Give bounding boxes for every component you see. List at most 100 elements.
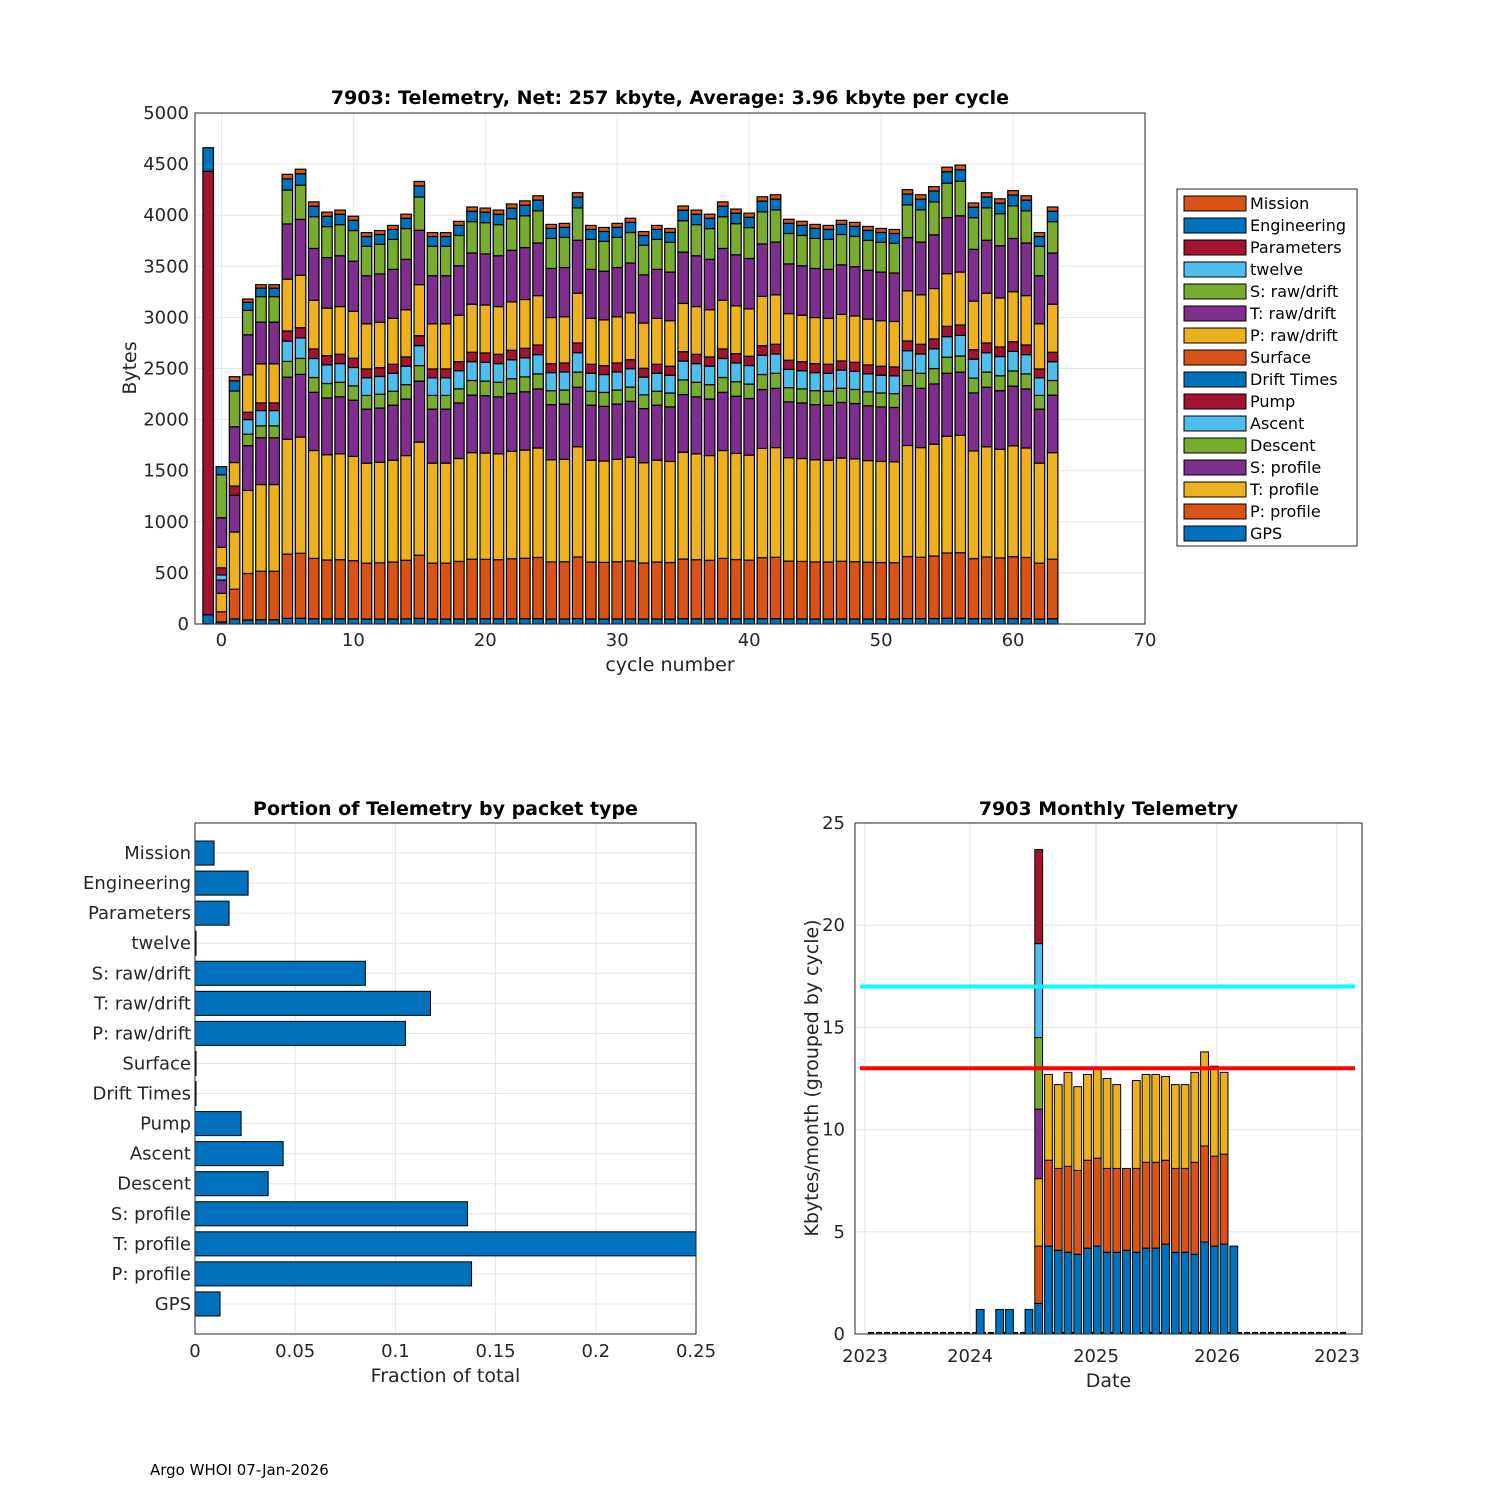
bar-segment: [993, 557, 1006, 620]
bar-segment: [888, 232, 901, 244]
bar-segment: [1005, 1308, 1014, 1335]
bar: [194, 900, 230, 926]
x-tick-label: 0.1: [381, 1341, 410, 1362]
bar-segment: [347, 215, 360, 221]
bar-segment: [703, 398, 716, 457]
bar-segment: [545, 372, 558, 392]
bar-segment: [782, 263, 795, 315]
legend-label: Parameters: [1250, 238, 1342, 257]
y-tick-label: 4000: [143, 205, 189, 226]
y-tick-label: 1500: [143, 461, 189, 482]
bar-segment: [387, 404, 399, 461]
bar-segment: [347, 260, 360, 312]
bar-segment: [505, 349, 518, 361]
bar-segment: [255, 409, 267, 427]
bar-segment: [466, 206, 478, 212]
bar-segment: [1219, 1071, 1229, 1155]
bar-segment: [360, 368, 373, 379]
bar-segment: [967, 206, 980, 219]
bar-segment: [1034, 1037, 1044, 1110]
bar-segment: [479, 380, 492, 397]
bar-segment: [321, 256, 333, 309]
bar-segment: [901, 189, 914, 195]
bar-segment: [1209, 1065, 1219, 1157]
bar-segment: [202, 147, 215, 172]
bar-segment: [413, 185, 426, 198]
bar-segment: [268, 425, 281, 439]
bar-segment: [637, 230, 650, 237]
bar-segment: [532, 344, 544, 356]
bar-segment: [281, 278, 294, 332]
bar-segment: [664, 231, 676, 243]
bar-segment: [782, 359, 795, 371]
bar-segment: [492, 559, 505, 620]
bar-segment: [637, 367, 650, 378]
bar-segment: [967, 202, 980, 208]
bar-segment: [228, 588, 241, 620]
bar-segment: [426, 245, 439, 277]
bar-segment: [756, 295, 769, 347]
bar-segment: [1112, 1167, 1122, 1253]
bar-segment: [1033, 368, 1046, 379]
bar-segment: [347, 357, 360, 369]
y-axis-label: Bytes: [119, 341, 141, 394]
bar-segment: [941, 273, 953, 327]
bar-segment: [848, 388, 861, 405]
x-tick-label: 40: [738, 630, 761, 651]
bar-segment: [901, 384, 914, 447]
bar-segment: [611, 266, 624, 318]
bar-segment: [321, 382, 333, 399]
bar-segment: [347, 219, 360, 232]
bar-segment: [637, 407, 650, 464]
bar-segment: [928, 201, 940, 236]
bar-segment: [1020, 354, 1033, 375]
bar-segment: [664, 241, 676, 273]
bar-segment: [743, 212, 756, 218]
bar-segment: [307, 357, 320, 379]
bar-segment: [426, 368, 439, 379]
bar-segment: [255, 363, 267, 404]
bar-segment: [611, 389, 624, 405]
legend-swatch: [1183, 393, 1247, 410]
bar-segment: [835, 618, 848, 625]
bar-segment: [360, 562, 373, 620]
bar-segment: [624, 560, 637, 620]
bar-segment: [1033, 377, 1046, 397]
legend-swatch: [1183, 481, 1247, 498]
bar-segment: [1033, 562, 1046, 620]
bar-segment: [268, 363, 281, 404]
bar-segment: [347, 618, 360, 625]
legend-swatch: [1183, 283, 1247, 300]
bar-segment: [453, 560, 465, 620]
bar-segment: [862, 618, 874, 625]
bar-segment: [716, 201, 729, 207]
bar-segment: [888, 228, 901, 235]
bar-segment: [400, 618, 412, 625]
bar-segment: [584, 372, 597, 392]
bar-segment: [255, 296, 267, 323]
bar-segment: [888, 242, 901, 274]
bar-segment: [373, 375, 386, 395]
bar-segment: [914, 387, 927, 449]
bar-segment: [690, 305, 703, 355]
bar-segment: [400, 356, 412, 367]
bar-segment: [769, 343, 782, 355]
y-tick-label: Ascent: [130, 1144, 191, 1165]
bar-segment: [1033, 231, 1046, 238]
bar-segment: [228, 426, 241, 464]
bar-segment: [584, 228, 597, 241]
bar-segment: [466, 618, 478, 625]
bar-segment: [268, 287, 281, 298]
bar-segment: [1046, 206, 1059, 212]
bar-segment: [993, 198, 1006, 204]
bar-segment: [439, 618, 452, 625]
bar-segment: [954, 434, 967, 554]
bar-segment: [360, 275, 373, 325]
y-tick-label: S: profile: [111, 1204, 191, 1225]
bar-segment: [637, 394, 650, 410]
bar-segment: [1046, 452, 1059, 560]
bar-segment: [439, 562, 452, 620]
bar-segment: [439, 323, 452, 370]
bar-segment: [387, 561, 399, 620]
bar-segment: [466, 394, 478, 454]
